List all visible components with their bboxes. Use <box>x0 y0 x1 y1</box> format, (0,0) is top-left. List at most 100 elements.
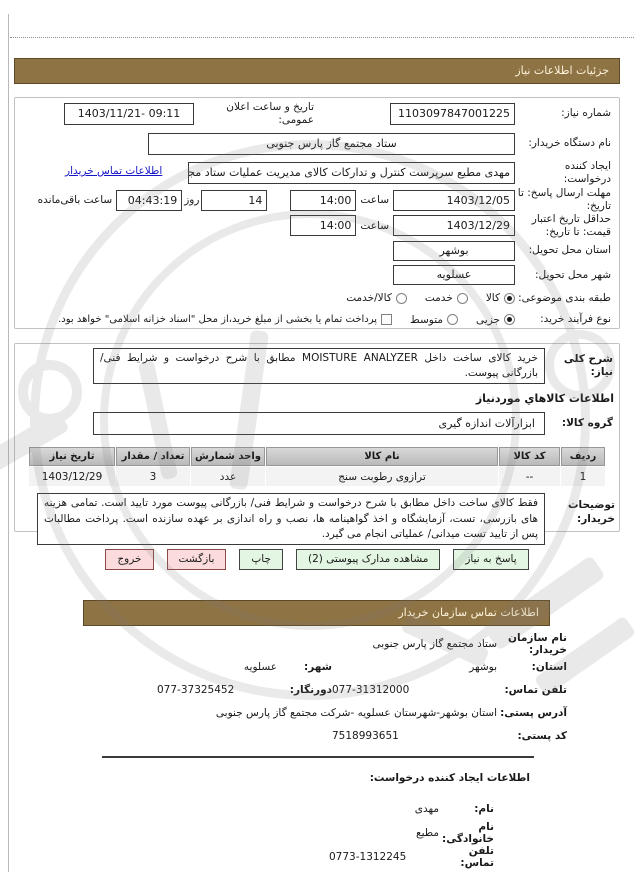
delivery-city-label: شهر محل تحویل: <box>535 268 611 281</box>
process-type-option-medium: متوسط <box>410 313 459 326</box>
buyer-contact-link[interactable]: اطلاعات تماس خریدار <box>65 165 163 177</box>
announce-datetime-label: تاریخ و ساعت اعلان عمومی: <box>226 100 314 126</box>
radio-service-label: خدمت <box>424 292 453 304</box>
exit-button[interactable]: خروج <box>105 549 154 570</box>
radio-service[interactable] <box>456 292 468 304</box>
respond-to-need-button[interactable]: پاسخ به نیاز <box>453 549 529 570</box>
creator-name-value: مهدی <box>414 803 439 815</box>
deadline-date-input[interactable]: 1403/12/05 <box>393 189 515 211</box>
contact-row-address: آدرس پستی: استان بوشهر-شهرستان عسلویه -ش… <box>50 701 567 724</box>
contact-province-value: بوشهر <box>469 660 497 673</box>
radio-medium-label: متوسط <box>410 313 444 326</box>
radio-goods-service[interactable] <box>395 292 407 304</box>
response-deadline-label: مهلت ارسال پاسخ: تا تاریخ: <box>517 187 611 212</box>
action-buttons: پاسخ به نیاز مشاهده مدارک پیوستی (2) چاپ… <box>0 549 634 570</box>
deadline-hour-input[interactable]: 14:00 <box>290 189 357 211</box>
radio-partial[interactable] <box>504 314 515 325</box>
radio-goods-label: کالا <box>485 292 500 304</box>
view-attachments-button[interactable]: مشاهده مدارک پیوستی (2) <box>295 549 441 570</box>
validity-hour-input[interactable]: 14:00 <box>290 215 357 236</box>
need-info-panel: شماره نیاز: 1103097847001225 تاریخ و ساع… <box>14 97 620 329</box>
contact-address-label: آدرس پستی: <box>500 706 567 719</box>
section-divider <box>102 756 534 758</box>
need-description-box: خرید کالای ساخت داخل MOISTURE ANALYZER م… <box>93 348 545 385</box>
buyer-org-input[interactable]: ستاد مجتمع گاز پارس جنوبی <box>148 132 515 155</box>
need-number-label: شماره نیاز: <box>561 107 611 120</box>
col-item-code: کد کالا <box>499 447 560 467</box>
creator-row-name: نام: مهدی <box>100 797 494 821</box>
contact-org-value: ستاد مجتمع گاز پارس جنوبی <box>372 637 497 650</box>
goods-table: ردیف کد کالا نام کالا واحد شمارش تعداد /… <box>28 446 606 487</box>
remaining-days-input[interactable]: 14 <box>201 189 268 211</box>
buyer-notes-label: توضیحات خریدار: <box>567 499 615 525</box>
row-delivery-city: شهر محل تحویل: عسلویه <box>15 263 619 287</box>
cell-quantity: 3 <box>116 467 190 487</box>
row-buyer-notes: توضیحات خریدار: فقط کالای ساخت داخل مطاب… <box>15 493 619 546</box>
row-goods-group: گروه کالا: ابزارآلات اندازه گیری <box>15 412 619 436</box>
remaining-days-label: روز <box>184 194 200 206</box>
delivery-province-input[interactable]: بوشهر <box>393 240 515 261</box>
col-quantity: تعداد / مقدار <box>116 447 190 467</box>
contact-province-label: استان: <box>531 660 567 673</box>
cell-item-code: -- <box>499 467 560 487</box>
contact-row-phone-fax: تلفن تماس: 077-31312000 دورنگار: 077-373… <box>50 678 567 701</box>
need-number-input[interactable]: 1103097847001225 <box>390 102 515 125</box>
col-need-date: تاریخ نیاز <box>29 447 115 467</box>
row-subject-class: طبقه بندی موضوعی: کالا خدمت کالا/خدمت <box>15 287 619 309</box>
buyer-org-label: نام دستگاه خریدار: <box>528 137 611 150</box>
section-title: جزئیات اطلاعات نیاز <box>515 64 609 77</box>
row-buyer-org: نام دستگاه خریدار: ستاد مجتمع گاز پارس ج… <box>15 129 619 158</box>
contact-address-value: استان بوشهر-شهرستان عسلویه -شرکت مجتمع گ… <box>215 706 497 719</box>
validity-date-input[interactable]: 1403/12/29 <box>393 215 515 236</box>
creator-info-title: اطلاعات ایجاد کننده درخواست: <box>369 772 530 784</box>
row-need-number: شماره نیاز: 1103097847001225 تاریخ و ساع… <box>15 98 619 129</box>
contact-row-province-city: استان: بوشهر شهر: عسلویه <box>50 655 567 678</box>
treasury-checkbox[interactable] <box>381 314 393 325</box>
contact-row-org: نام سازمان خریدار: ستاد مجتمع گاز پارس ج… <box>50 631 567 656</box>
need-description-label: شرح کلی نیاز: <box>563 353 613 379</box>
request-creator-input[interactable]: مهدی مطیع سرپرست کنترل و تدارکات کالای م… <box>188 161 515 184</box>
radio-goods[interactable] <box>504 292 515 304</box>
cell-need-date: 1403/12/29 <box>29 467 115 487</box>
contact-city-value: عسلویه <box>243 660 277 673</box>
radio-medium[interactable] <box>447 314 459 325</box>
contact-row-postal: کد پستی: 7518993651 <box>50 724 567 747</box>
price-validity-label: حداقل تاریخ اعتبار قیمت: تا تاریخ: <box>531 212 611 238</box>
row-need-description: شرح کلی نیاز: خرید کالای ساخت داخل MOIST… <box>15 348 619 385</box>
col-item-name: نام کالا <box>266 447 498 467</box>
section-title: اطلاعات تماس سازمان خریدار <box>398 606 539 619</box>
print-button[interactable]: چاپ <box>239 549 283 570</box>
process-type-label: نوع فرآیند خرید: <box>540 313 611 326</box>
announce-datetime-input[interactable]: 1403/11/21- 09:11 <box>64 102 194 125</box>
request-creator-label: ایجاد کننده درخواست: <box>563 159 611 185</box>
subject-class-option-goods: کالا <box>486 292 515 304</box>
cell-row-number: 1 <box>561 467 605 487</box>
buyer-notes-box: فقط کالای ساخت داخل مطابق با شرح درخواست… <box>37 493 545 546</box>
row-price-validity: حداقل تاریخ اعتبار قیمت: تا تاریخ: 1403/… <box>15 213 619 238</box>
remaining-time-input[interactable]: 04:43:19 <box>116 189 183 211</box>
validity-hour-label: ساعت <box>360 219 389 232</box>
cell-item-name: ترازوی رطوبت سنج <box>266 467 498 487</box>
delivery-province-label: استان محل تحویل: <box>528 244 611 257</box>
goods-panel: شرح کلی نیاز: خرید کالای ساخت داخل MOIST… <box>14 343 620 546</box>
contact-fax-label: دورنگار: <box>289 683 332 696</box>
row-delivery-province: استان محل تحویل: بوشهر <box>15 238 619 263</box>
subject-class-label: طبقه بندی موضوعی: <box>518 291 611 304</box>
creator-surname-label: نام خانوادگی: <box>442 821 494 845</box>
radio-goods-service-label: کالا/خدمت <box>346 292 392 304</box>
subject-class-option-service: خدمت <box>425 292 468 304</box>
goods-table-row: 1 -- ترازوی رطوبت سنج عدد 3 1403/12/29 <box>29 467 605 487</box>
subject-class-option-goods-service: کالا/خدمت <box>346 292 407 304</box>
creator-phone-label: تلفن تماس: <box>460 845 494 869</box>
creator-phone-value: 0773-1312245 <box>329 851 407 863</box>
delivery-city-input[interactable]: عسلویه <box>393 265 515 285</box>
goods-group-input[interactable]: ابزارآلات اندازه گیری <box>93 412 545 436</box>
creator-row-surname: نام خانوادگی: مطیع <box>100 821 494 845</box>
col-unit: واحد شمارش <box>191 447 265 467</box>
goods-table-header-row: ردیف کد کالا نام کالا واحد شمارش تعداد /… <box>29 447 605 467</box>
contact-org-label: نام سازمان خریدار: <box>508 631 567 656</box>
contact-phone-label: تلفن تماس: <box>504 683 567 696</box>
back-button[interactable]: بازگشت <box>166 549 227 570</box>
contact-phone-value: 077-31312000 <box>332 683 410 696</box>
page-dotted-divider <box>10 37 634 38</box>
